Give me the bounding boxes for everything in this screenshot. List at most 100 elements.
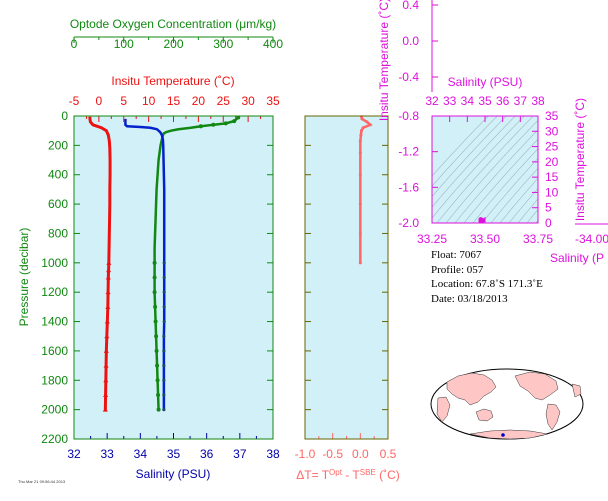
ts-right-temperature-axis-tick-label: 0 bbox=[545, 216, 552, 230]
ts-right-temperature-axis-tick-label: 30 bbox=[545, 124, 559, 138]
salinity-sample-marker bbox=[162, 363, 166, 368]
map-land-north-america bbox=[514, 371, 559, 401]
delta-sample-marker bbox=[358, 151, 362, 155]
main-series-group bbox=[88, 115, 241, 412]
delta-axis-tick-label: 0.5 bbox=[380, 447, 397, 461]
oxygen-axis-tick-label: 100 bbox=[114, 37, 134, 51]
pressure-axis-tick-label: 1800 bbox=[41, 373, 68, 387]
delta-sample-marker bbox=[359, 129, 363, 133]
oxygen-sample-marker bbox=[152, 290, 157, 295]
temperature-sample-marker bbox=[104, 333, 110, 339]
ts-density-contour bbox=[508, 187, 538, 223]
salinity-sample-marker bbox=[162, 334, 166, 338]
ts-salinity-axis-tick-label: 33.25 bbox=[417, 232, 447, 246]
oxygen-axis-tick-label: 200 bbox=[163, 37, 183, 51]
temperature-sample-marker bbox=[103, 348, 109, 353]
temperature-sample-marker bbox=[105, 275, 111, 280]
oxygen-sample-marker bbox=[152, 275, 157, 280]
oxygen-axis-title: Optode Oxygen Concentration (μm/kg) bbox=[70, 17, 276, 31]
pressure-axis-title: Pressure (decibar) bbox=[17, 228, 31, 327]
delta-sample-marker bbox=[358, 173, 362, 177]
oxygen-axis-tick-label: 300 bbox=[213, 37, 233, 51]
oxygen-sample-marker bbox=[153, 304, 158, 309]
delta-plot-frame bbox=[304, 115, 389, 440]
ts-right-temperature-axis-tick-label: 15 bbox=[545, 170, 559, 184]
salinity-axis-tick-label: 34 bbox=[134, 447, 148, 461]
partial-lower-axis-tick-label: -34.00 bbox=[575, 232, 608, 246]
delta-title-sup2: SBE bbox=[360, 468, 376, 477]
oxygen-profile-line bbox=[153, 116, 240, 410]
salinity-sample-marker bbox=[162, 408, 166, 412]
oxygen-axis-tick-label: 400 bbox=[263, 37, 283, 51]
delta-axis-tick-label: -0.5 bbox=[322, 447, 343, 461]
ts-top-axis-title: Salinity (PSU) bbox=[448, 75, 523, 89]
delta-sample-marker bbox=[359, 133, 363, 137]
temperature-axis-tick-label: 35 bbox=[266, 94, 280, 108]
ts-right-temperature-axis-tick-label: 5 bbox=[545, 201, 552, 215]
ts-temperature-axis-tick-label: -1.6 bbox=[398, 180, 419, 194]
temperature-sample-marker bbox=[104, 319, 110, 324]
oxygen-sample-marker bbox=[155, 378, 160, 383]
pressure-axis-tick-label: 400 bbox=[48, 168, 68, 182]
delta-sample-marker bbox=[361, 126, 365, 130]
oxygen-sample-marker bbox=[232, 119, 237, 124]
ts-density-contour bbox=[445, 119, 538, 223]
ts-plot-area bbox=[432, 116, 538, 223]
delta-axis-tick-label: 0.0 bbox=[352, 447, 369, 461]
ts-top-salinity-axis-tick-label: 38 bbox=[531, 94, 545, 108]
oxygen-sample-marker bbox=[153, 319, 158, 324]
ts-density-contours bbox=[432, 116, 538, 223]
delta-axis-tick-label: -1.0 bbox=[295, 447, 316, 461]
delta-sample-marker bbox=[360, 117, 364, 121]
ts-top-salinity-axis-tick-label: 33 bbox=[443, 94, 457, 108]
pressure-axis-tick-label: 1000 bbox=[41, 256, 68, 270]
ts-density-contour bbox=[432, 116, 525, 219]
ts-right-temperature-axis-tick-label: 10 bbox=[545, 185, 559, 199]
ts-plot-frame bbox=[431, 115, 539, 224]
salinity-axis-tick-label: 33 bbox=[100, 447, 114, 461]
ts-sample-point bbox=[480, 218, 486, 223]
temperature-sample-marker bbox=[105, 304, 111, 309]
ts-temperature-axis-tick-label: -2.0 bbox=[398, 216, 419, 230]
ts-series-group bbox=[478, 217, 486, 224]
salinity-sample-marker bbox=[162, 349, 166, 353]
temperature-profile-line bbox=[88, 116, 112, 410]
pressure-axis-tick-label: 2000 bbox=[41, 403, 68, 417]
temperature-axis-tick-label: 10 bbox=[142, 94, 156, 108]
salinity-axis-tick-label: 32 bbox=[67, 447, 81, 461]
map-land-south-america bbox=[545, 403, 561, 431]
delta-sample-marker bbox=[368, 123, 372, 127]
temperature-axis-tick-label: -5 bbox=[69, 94, 80, 108]
pressure-axis-tick-label: 800 bbox=[48, 226, 68, 240]
pressure-axis-tick-label: 1400 bbox=[41, 315, 68, 329]
pressure-axis-tick-label: 200 bbox=[48, 138, 68, 152]
delta-title-pre: ΔT= T bbox=[296, 468, 329, 482]
ts-right-axis-title: Insitu Temperature (˚C) bbox=[573, 98, 587, 221]
temperature-sample-marker bbox=[105, 289, 111, 295]
delta-series-group bbox=[358, 115, 373, 265]
world-map-inset bbox=[430, 368, 584, 440]
profile-number: Profile: 057 bbox=[431, 263, 484, 276]
profile-date: Date: 03/18/2013 bbox=[431, 292, 508, 305]
salinity-axis-tick-label: 37 bbox=[233, 447, 247, 461]
oxygen-sample-marker bbox=[198, 124, 203, 129]
pressure-axis-tick-label: 1600 bbox=[41, 344, 68, 358]
ts-right-temperature-axis-tick-label: 20 bbox=[545, 155, 559, 169]
main-plot-frame bbox=[73, 115, 274, 440]
ts-density-contour bbox=[454, 129, 538, 223]
float-number: Float: 7067 bbox=[431, 249, 482, 261]
delta-title-sup1: Opt bbox=[329, 468, 343, 477]
temperature-axis-tick-label: 0 bbox=[96, 94, 103, 108]
delta-sample-marker bbox=[358, 231, 362, 235]
ts-salinity-axis-tick-label: 33.75 bbox=[523, 232, 553, 246]
oxygen-sample-marker bbox=[211, 122, 216, 127]
pressure-axis-tick-label: 0 bbox=[61, 109, 68, 123]
ts-left-axis-title: Insitu Temperature (˚C) bbox=[377, 0, 391, 121]
salinity-axis-tick-label: 35 bbox=[167, 447, 181, 461]
ts-right-temperature-axis-tick-label: 35 bbox=[545, 109, 559, 123]
partial-upper-axis-tick-label: 0.4 bbox=[402, 0, 419, 12]
oxygen-sample-marker bbox=[154, 348, 159, 353]
ts-bottom-axis-title: Salinity (P bbox=[550, 251, 604, 265]
delta-title-post: (˚C) bbox=[376, 468, 400, 482]
